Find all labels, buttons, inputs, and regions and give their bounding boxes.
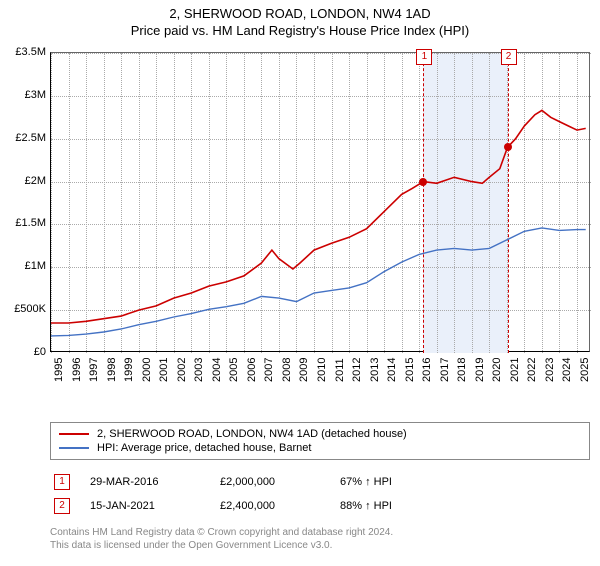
y-tick-label: £3M [2, 89, 46, 101]
series-line [51, 110, 586, 323]
x-tick-label: 2012 [351, 358, 363, 382]
y-tick-label: £0 [2, 346, 46, 358]
sales-row-marker: 2 [54, 498, 70, 514]
x-tick-label: 2017 [439, 358, 451, 382]
x-tick-label: 1996 [71, 358, 83, 382]
legend-swatch [59, 447, 89, 449]
x-axis: 1995 1996 1997 1998 1999 2000 2001 2002 2003 2004… [50, 354, 590, 384]
x-tick-label: 1995 [53, 358, 65, 382]
footer-line2: This data is licensed under the Open Gov… [50, 539, 590, 552]
y-axis: £0£500K£1M£1.5M£2M£2.5M£3M£3.5M [2, 52, 46, 352]
x-tick-label: 2008 [281, 358, 293, 382]
sales-row-date: 29-MAR-2016 [90, 476, 200, 488]
x-tick-label: 2016 [421, 358, 433, 382]
sales-row-pct: 67% ↑ HPI [340, 476, 440, 488]
legend-item: 2, SHERWOOD ROAD, LONDON, NW4 1AD (detac… [59, 427, 581, 441]
line-series-svg [51, 53, 591, 353]
sales-table: 1 29-MAR-2016 £2,000,000 67% ↑ HPI 2 15-JAN-2… [50, 470, 590, 518]
legend-swatch [59, 433, 89, 435]
sales-row-price: £2,000,000 [220, 476, 320, 488]
x-tick-label: 2004 [211, 358, 223, 382]
footer-attribution: Contains HM Land Registry data © Crown c… [50, 526, 590, 552]
footer-line1: Contains HM Land Registry data © Crown c… [50, 526, 590, 539]
x-tick-label: 2007 [263, 358, 275, 382]
x-tick-label: 2010 [316, 358, 328, 382]
y-tick-label: £1M [2, 260, 46, 272]
x-tick-label: 2000 [141, 358, 153, 382]
legend-item: HPI: Average price, detached house, Barn… [59, 441, 581, 455]
x-tick-label: 1998 [106, 358, 118, 382]
legend-label: 2, SHERWOOD ROAD, LONDON, NW4 1AD (detac… [97, 428, 407, 440]
x-tick-label: 2005 [228, 358, 240, 382]
sales-row-pct: 88% ↑ HPI [340, 500, 440, 512]
x-tick-label: 1997 [88, 358, 100, 382]
x-tick-label: 2018 [456, 358, 468, 382]
sales-row-date: 15-JAN-2021 [90, 500, 200, 512]
chart-title: 2, SHERWOOD ROAD, LONDON, NW4 1AD [0, 6, 600, 21]
y-tick-label: £1.5M [2, 217, 46, 229]
x-tick-label: 2003 [193, 358, 205, 382]
x-tick-label: 2006 [246, 358, 258, 382]
sales-row-price: £2,400,000 [220, 500, 320, 512]
x-tick-label: 2002 [176, 358, 188, 382]
y-tick-label: £2M [2, 175, 46, 187]
y-tick-label: £2.5M [2, 132, 46, 144]
y-tick-label: £3.5M [2, 46, 46, 58]
x-tick-label: 2025 [579, 358, 591, 382]
x-tick-label: 2023 [544, 358, 556, 382]
x-tick-label: 1999 [123, 358, 135, 382]
x-tick-label: 2024 [561, 358, 573, 382]
sales-row: 2 15-JAN-2021 £2,400,000 88% ↑ HPI [50, 494, 590, 518]
sales-row-marker: 1 [54, 474, 70, 490]
chart-container: 2, SHERWOOD ROAD, LONDON, NW4 1AD Price … [0, 6, 600, 566]
x-tick-label: 2021 [509, 358, 521, 382]
x-tick-label: 2020 [491, 358, 503, 382]
legend: 2, SHERWOOD ROAD, LONDON, NW4 1AD (detac… [50, 422, 590, 460]
x-tick-label: 2019 [474, 358, 486, 382]
x-tick-label: 2015 [404, 358, 416, 382]
x-tick-label: 2009 [298, 358, 310, 382]
x-tick-label: 2022 [526, 358, 538, 382]
x-tick-label: 2001 [158, 358, 170, 382]
plot-region: 12 [50, 52, 590, 352]
legend-label: HPI: Average price, detached house, Barn… [97, 442, 311, 454]
y-tick-label: £500K [2, 303, 46, 315]
x-tick-label: 2013 [369, 358, 381, 382]
sales-row: 1 29-MAR-2016 £2,000,000 67% ↑ HPI [50, 470, 590, 494]
chart-area: 12 £0£500K£1M£1.5M£2M£2.5M£3M£3.5M 19951… [50, 52, 590, 382]
chart-subtitle: Price paid vs. HM Land Registry's House … [0, 23, 600, 38]
series-line [51, 228, 586, 336]
x-tick-label: 2014 [386, 358, 398, 382]
x-tick-label: 2011 [334, 358, 346, 382]
